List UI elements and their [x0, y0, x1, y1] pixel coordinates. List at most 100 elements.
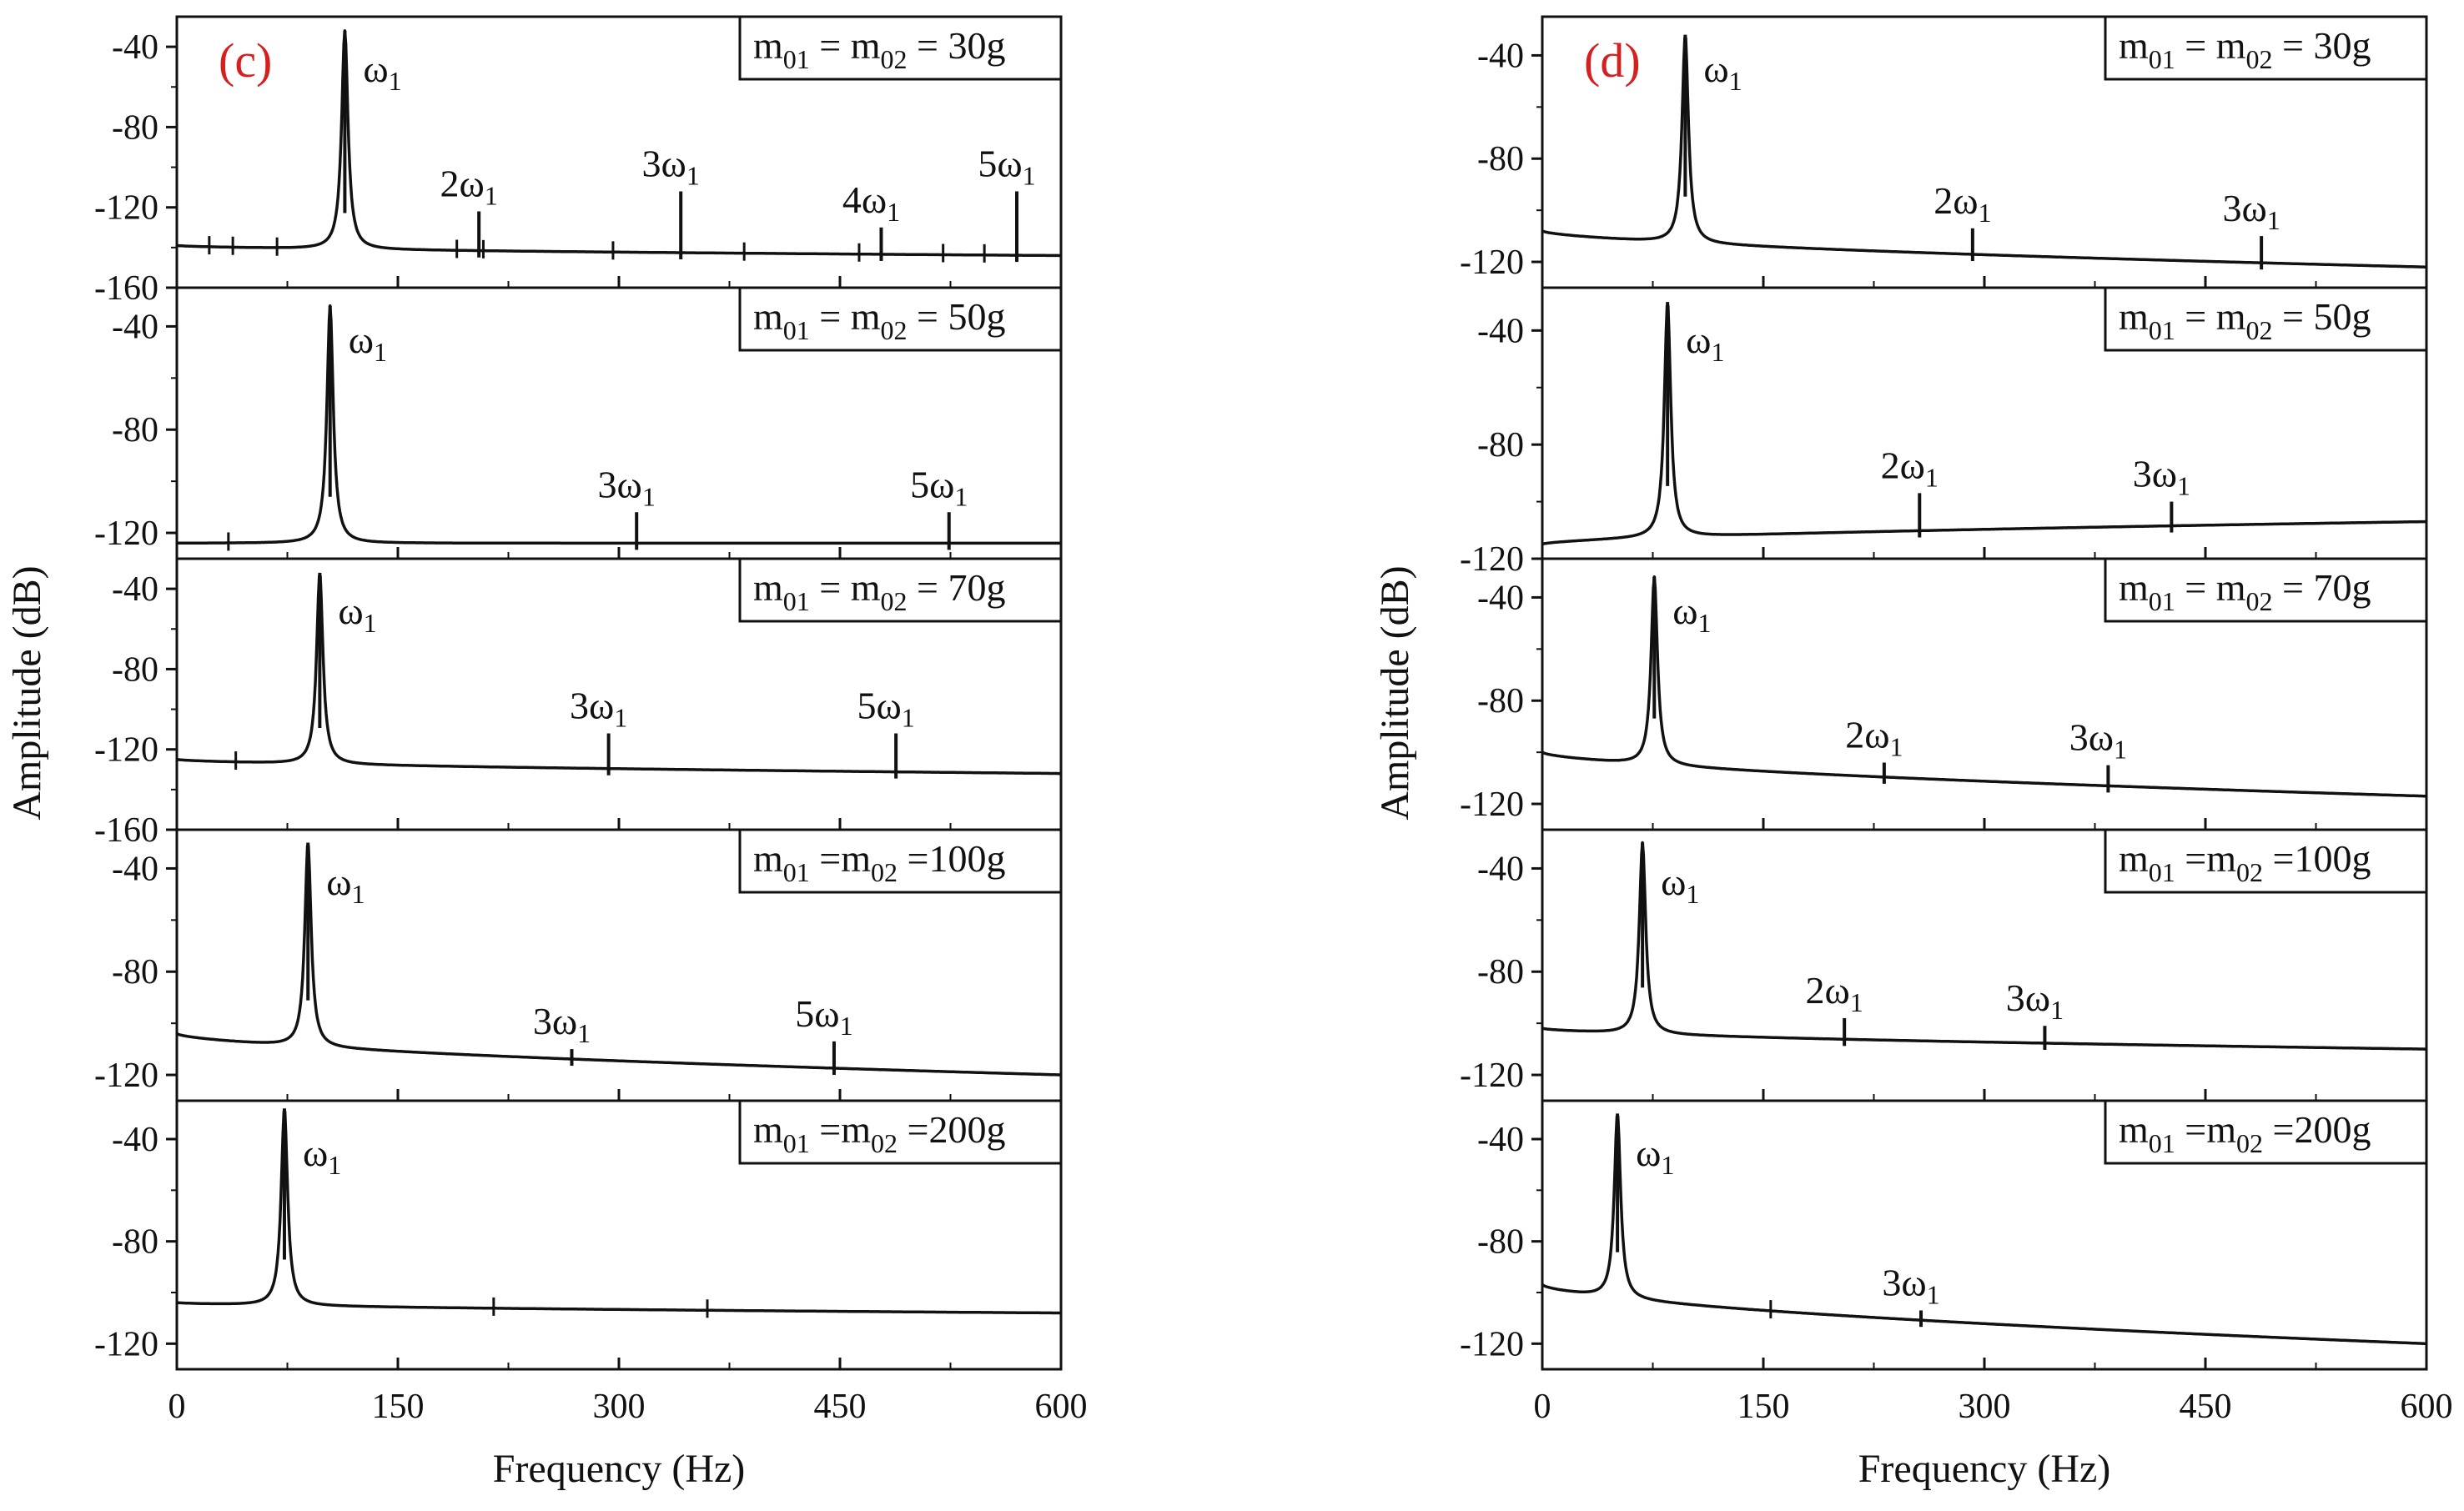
- harmonic-label-symbol: 3ω: [2133, 453, 2177, 495]
- legend-part: 01: [2149, 586, 2175, 616]
- fundamental-label-symbol: ω: [363, 48, 388, 90]
- legend-part: 02: [881, 315, 908, 345]
- legend-title: m01 =m02 =100g: [2119, 837, 2371, 887]
- fundamental-label: ω1: [303, 1132, 341, 1180]
- harmonic-label: 2ω1: [440, 163, 498, 211]
- harmonic-label-sub: 1: [1979, 198, 1992, 228]
- legend-title: m01 =m02 =200g: [753, 1108, 1005, 1158]
- legend-part: m: [2206, 837, 2236, 880]
- x-tick-label: 300: [1959, 1388, 2011, 1426]
- legend-part: 02: [881, 44, 908, 74]
- spectrum-line: [1541, 36, 2427, 269]
- y-tick-label: -40: [1477, 850, 1524, 888]
- panel-letter: (d): [1584, 33, 1641, 88]
- legend-part: m: [2216, 24, 2246, 67]
- legend-part: 02: [871, 1128, 898, 1158]
- fundamental-label: ω1: [1661, 861, 1699, 909]
- fundamental-label-symbol: ω: [1661, 861, 1686, 903]
- y-tick-label: -120: [94, 1325, 158, 1363]
- legend-part: m: [2216, 566, 2246, 609]
- legend-part: 02: [881, 586, 908, 616]
- legend-title: m01 = m02 = 30g: [2119, 24, 2371, 74]
- legend-part: = 30g: [908, 24, 1006, 67]
- y-tick-label: -80: [1477, 140, 1524, 178]
- legend-part: =100g: [898, 837, 1005, 880]
- harmonic-label-symbol: 3ω: [570, 684, 614, 726]
- harmonic-label-sub: 1: [2114, 735, 2127, 765]
- fundamental-label-symbol: ω: [1672, 590, 1697, 632]
- harmonic-label-symbol: 2ω: [1845, 714, 1889, 756]
- legend-part: m: [2119, 1108, 2149, 1151]
- harmonic-label-symbol: 3ω: [533, 1000, 577, 1042]
- harmonic-label: 3ω1: [2222, 187, 2280, 235]
- legend-box: [2104, 15, 2428, 81]
- legend-part: =200g: [898, 1108, 1005, 1151]
- legend-part: m: [2119, 566, 2149, 609]
- legend-box: [738, 828, 1063, 894]
- x-tick-label: 450: [2180, 1388, 2232, 1426]
- y-tick-label: -120: [94, 1057, 158, 1095]
- harmonic-label-symbol: 2ω: [440, 163, 485, 205]
- harmonic-label: 3ω1: [598, 463, 656, 511]
- spectrum-line: [176, 29, 1062, 258]
- fundamental-label-sub: 1: [352, 879, 365, 909]
- harmonic-label-symbol: 5ω: [978, 142, 1022, 184]
- fundamental-label-symbol: ω: [1636, 1132, 1661, 1174]
- legend-part: m: [753, 837, 783, 880]
- legend-title: m01 =m02 =200g: [2119, 1108, 2371, 1158]
- y-tick-label: -80: [112, 953, 158, 991]
- harmonic-label: 3ω1: [2069, 716, 2127, 765]
- fundamental-label: ω1: [326, 861, 365, 909]
- harmonic-label: 2ω1: [1806, 969, 1863, 1017]
- legend-part: =: [810, 1108, 841, 1151]
- harmonic-label-symbol: 2ω: [1881, 444, 1925, 486]
- harmonic-label-symbol: 3ω: [2222, 187, 2266, 229]
- legend-part: 02: [871, 857, 898, 887]
- harmonic-label: 3ω1: [1882, 1261, 1939, 1309]
- fundamental-label-sub: 1: [1729, 66, 1742, 96]
- y-tick-label: -80: [1477, 426, 1524, 464]
- harmonic-label-symbol: 3ω: [2069, 716, 2114, 759]
- fundamental-label-symbol: ω: [326, 861, 351, 903]
- harmonic-label: 3ω1: [642, 142, 700, 190]
- spectrum-line: [1541, 575, 2427, 798]
- legend-part: 01: [2149, 1128, 2175, 1158]
- harmonic-label-sub: 1: [1925, 462, 1939, 492]
- harmonic-label-symbol: 3ω: [1882, 1261, 1926, 1303]
- legend-box: [738, 286, 1063, 352]
- fundamental-label: ω1: [1672, 590, 1711, 638]
- spectrum-line: [1541, 1115, 2427, 1346]
- legend-part: m: [2216, 295, 2246, 338]
- fundamental-label-symbol: ω: [338, 590, 363, 632]
- legend-part: 02: [2246, 586, 2273, 616]
- fundamental-label-sub: 1: [328, 1150, 341, 1180]
- fundamental-label: ω1: [363, 48, 401, 96]
- y-tick-label: -80: [112, 108, 158, 147]
- fundamental-label-sub: 1: [1661, 1150, 1674, 1180]
- harmonic-label-sub: 1: [2267, 205, 2280, 235]
- fundamental-label: ω1: [338, 590, 376, 638]
- y-tick-label: -40: [1477, 1121, 1524, 1159]
- legend-part: 02: [2236, 857, 2263, 887]
- spectrum-line: [176, 1110, 1062, 1315]
- harmonic-label: 5ω1: [857, 684, 914, 732]
- legend-part: =: [2175, 566, 2216, 609]
- legend-part: m: [841, 1108, 871, 1151]
- legend-part: 02: [2246, 315, 2273, 345]
- x-tick-label: 600: [2401, 1388, 2453, 1426]
- legend-part: =: [2175, 24, 2216, 67]
- y-tick-label: -120: [94, 731, 158, 770]
- x-tick-label: 150: [372, 1388, 425, 1426]
- y-tick-label: -80: [1477, 1223, 1524, 1262]
- legend-part: m: [2206, 1108, 2236, 1151]
- harmonic-label-symbol: 4ω: [842, 178, 887, 221]
- legend-box: [2104, 1099, 2428, 1165]
- spectrum-line: [1541, 841, 2427, 1051]
